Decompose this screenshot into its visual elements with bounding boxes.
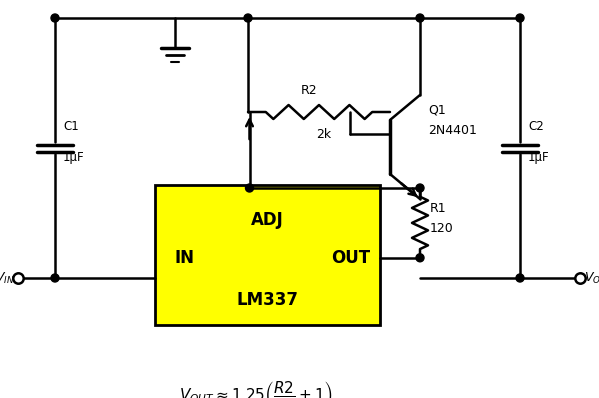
Text: LM337: LM337 xyxy=(237,291,298,309)
Text: $V_{OUT} \approx 1.25\left(\dfrac{R2}{R1}+1\right)$: $V_{OUT} \approx 1.25\left(\dfrac{R2}{R1… xyxy=(179,378,333,398)
Circle shape xyxy=(416,254,424,262)
Circle shape xyxy=(51,14,59,22)
Circle shape xyxy=(516,274,524,282)
Text: $V_{OUT}$: $V_{OUT}$ xyxy=(584,271,599,285)
Circle shape xyxy=(51,274,59,282)
Circle shape xyxy=(516,14,524,22)
Text: Q1: Q1 xyxy=(428,103,446,117)
Text: ADJ: ADJ xyxy=(251,211,284,229)
Text: $V_{IN}$: $V_{IN}$ xyxy=(0,271,14,285)
Text: OUT: OUT xyxy=(331,249,370,267)
Text: R2: R2 xyxy=(301,84,317,96)
Text: R1: R1 xyxy=(430,201,447,215)
FancyBboxPatch shape xyxy=(155,185,380,325)
Circle shape xyxy=(416,184,424,192)
Circle shape xyxy=(244,14,252,22)
Text: C2: C2 xyxy=(528,119,544,133)
Circle shape xyxy=(416,14,424,22)
Text: 2N4401: 2N4401 xyxy=(428,123,477,137)
Text: C1: C1 xyxy=(63,119,78,133)
Text: 1μF: 1μF xyxy=(63,152,84,164)
Text: 120: 120 xyxy=(430,222,454,234)
Text: 2k: 2k xyxy=(316,127,332,140)
Text: 1μF: 1μF xyxy=(528,152,550,164)
Text: IN: IN xyxy=(174,249,194,267)
Circle shape xyxy=(246,184,253,192)
